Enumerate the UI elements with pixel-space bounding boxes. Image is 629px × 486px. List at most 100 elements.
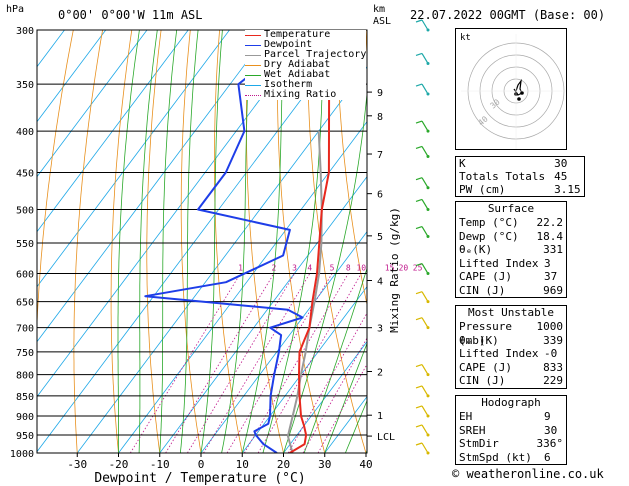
wind-barb (421, 19, 429, 31)
wind-barb-flag (415, 317, 423, 321)
hodo-row: StmSpd (kt) 6 (459, 450, 551, 464)
mu-row: CAPE (J) 833 (459, 360, 563, 374)
mixing-ratio-label: 3 (292, 264, 297, 273)
wind-barb-flag (415, 83, 423, 87)
isotherm-line (37, 30, 272, 343)
wind-barb-flag (415, 405, 423, 409)
temperature-line (289, 30, 334, 453)
wind-barb (421, 199, 429, 210)
pressure-tick-label: 650 (16, 298, 34, 309)
wind-barb-flag (415, 145, 423, 150)
dry-adiabat-line (213, 30, 243, 453)
dry-adiabat-line (110, 30, 133, 453)
height-km-ticks: 9 8 7 6 5 4 3 2 1 LCL (367, 88, 395, 443)
wind-barb-base (426, 433, 430, 437)
wind-barb-flag (415, 424, 423, 428)
x-tick-label: 20 (277, 458, 290, 471)
wind-barb-base (426, 235, 430, 239)
location-title: 0°00' 0°00'W 11m ASL (58, 8, 203, 22)
mixing-ratio-label: 25 (413, 264, 423, 273)
copyright-link[interactable]: © weatheronline.co.uk (452, 467, 604, 481)
pressure-tick-label: 350 (16, 80, 34, 91)
surface-row: CAPE (J) 37 (459, 270, 558, 283)
wind-barbs (415, 19, 430, 455)
legend-item-parcel: Parcel Trajectory (245, 50, 366, 60)
isotherm-line (241, 285, 367, 453)
wet-adiabat-line (159, 30, 178, 453)
wind-barb-flag (415, 262, 423, 267)
mixing-ratio-label: 10 (356, 264, 366, 273)
wind-barb (421, 424, 429, 436)
wet-adiabat-line (117, 30, 140, 453)
legend-swatch (245, 44, 261, 46)
dry-adiabat-line (395, 30, 450, 453)
wind-barb (421, 263, 429, 274)
mixing-ratio-line (187, 273, 295, 453)
hodograph-point (517, 97, 521, 101)
wind-barb-base (426, 326, 430, 330)
surface-row: CIN (J) 969 (459, 283, 563, 297)
pressure-tick-label: 600 (16, 270, 34, 281)
profile-lines (144, 30, 334, 453)
surface-title: Surface (487, 202, 535, 215)
legend-swatch (245, 74, 261, 76)
pressure-tick-label: 750 (16, 348, 34, 359)
legend-swatch (245, 64, 261, 66)
mu-row: CIN (J) 229 (459, 374, 563, 387)
wind-barb-base (426, 414, 430, 418)
temperature-tick-labels: -30 -20 -10 0 10 20 30 40 (67, 453, 373, 471)
surface-row: Lifted Index 3 (459, 256, 551, 270)
surface-row: Temp (°C) 22.2 (459, 216, 563, 229)
index-row: PW (cm) 3.15 (459, 183, 581, 196)
hodo-row: StmDir 336° (459, 437, 563, 450)
legend: Temperature Dewpoint Parcel Trajectory D… (245, 30, 367, 100)
pressure-tick-label: 1000 (10, 449, 34, 460)
isotherm-line (37, 30, 148, 178)
wind-barb-base (426, 28, 430, 32)
legend-item-temperature: Temperature (245, 30, 366, 40)
pressure-tick-label: 900 (16, 412, 34, 423)
km-tick-label: 3 (377, 324, 383, 335)
wet-adiabat-line (345, 399, 367, 453)
wind-barb-flag (415, 225, 423, 230)
wind-barb (421, 364, 429, 375)
isotherm-line (76, 66, 367, 453)
isotherm-line (37, 30, 189, 233)
wind-barb-flag (415, 52, 423, 57)
wind-barb-base (426, 154, 430, 158)
dewpoint-line (144, 30, 304, 453)
isotherm-line (37, 30, 313, 398)
legend-swatch (245, 34, 261, 36)
legend-item-dewpoint: Dewpoint (245, 40, 366, 50)
wind-barb (421, 317, 429, 328)
mixing-ratio-label: 20 (399, 264, 409, 273)
hodo-ring-label: 40 (477, 114, 490, 127)
pressure-tick-label: 850 (16, 392, 34, 403)
hodograph-plot: kt 30 40 (455, 28, 571, 150)
isotherm-line (37, 30, 107, 123)
index-row: Totals Totals 45 (459, 170, 568, 183)
mixing-ratio-labels: 1 2 3 4 5 8 10 15 20 25 (238, 264, 423, 273)
wind-barb-base (426, 451, 430, 455)
legend-swatch (245, 84, 261, 86)
wind-barb (421, 146, 429, 157)
km-tick-label: 6 (377, 190, 383, 201)
x-tick-label: 10 (236, 458, 249, 471)
wind-barb-base (426, 186, 430, 190)
datetime-title: 22.07.2022 00GMT (Base: 00) (410, 8, 606, 22)
most-unstable-title: Most Unstable (467, 306, 555, 319)
pressure-tick-label: 300 (16, 26, 34, 37)
wind-barb (421, 385, 429, 397)
isotherm-line (159, 176, 367, 453)
wind-barb (421, 120, 429, 132)
km-tick-label: 1 (377, 411, 383, 422)
isotherm-line (200, 230, 367, 453)
pressure-tick-label: 450 (16, 168, 34, 179)
hpa-axis-label: hPa (6, 4, 25, 15)
mu-row: θₑ (K) 339 (459, 333, 563, 347)
x-tick-label: 0 (198, 458, 205, 471)
km-tick-label: 9 (377, 88, 383, 99)
mixing-ratio-line (226, 273, 333, 453)
wind-barb-flag (415, 177, 423, 181)
plot-frame (36, 29, 368, 454)
